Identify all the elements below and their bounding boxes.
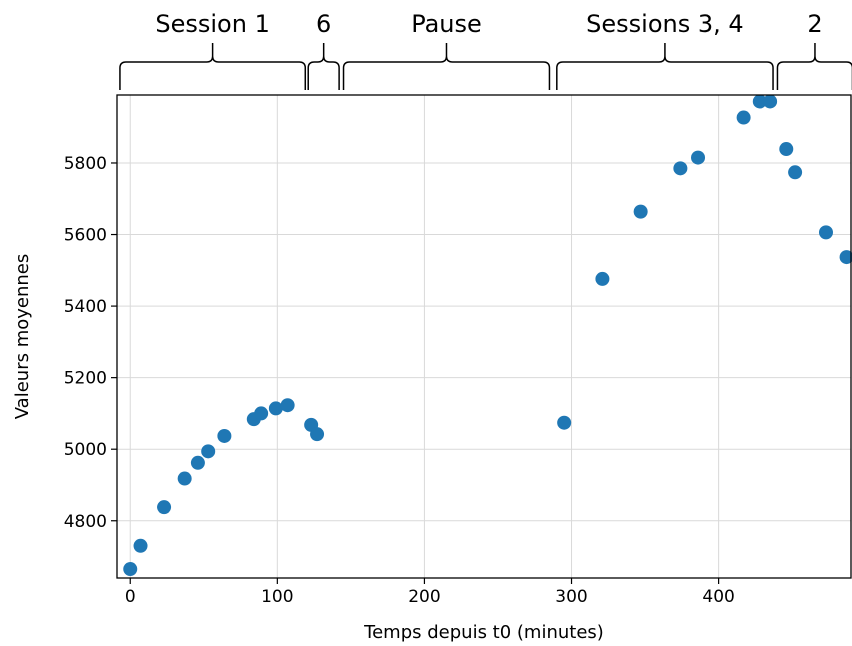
data-points: [123, 94, 852, 577]
data-point: [818, 225, 833, 240]
data-point: [779, 142, 794, 157]
y-tick-label: 5600: [64, 226, 107, 246]
x-tick-label: 200: [408, 587, 440, 607]
y-tick-label: 5800: [64, 154, 107, 174]
session-bracket-label: Pause: [411, 10, 482, 38]
data-point: [673, 161, 688, 176]
data-point: [133, 538, 148, 553]
data-point: [839, 250, 852, 265]
x-axis-label: Temps depuis t0 (minutes): [363, 622, 604, 643]
data-point: [788, 165, 803, 180]
axis-ticks: 0 100 200 300 400 4800 5000 5200 5400 5600 5800: [64, 154, 735, 607]
session-bracket-label: Sessions 3, 4: [586, 10, 744, 38]
data-point: [201, 444, 216, 459]
session-bracket: [119, 43, 307, 90]
data-point: [763, 94, 778, 109]
data-point: [280, 398, 295, 413]
data-point: [217, 428, 232, 443]
data-point: [123, 562, 138, 577]
y-axis-label: Valeurs moyennes: [12, 254, 33, 419]
x-tick-label: 300: [555, 587, 587, 607]
data-point: [736, 110, 751, 125]
session-bracket-label: 2: [807, 10, 822, 38]
plot-frame: [116, 94, 852, 579]
data-point: [268, 401, 283, 416]
session-brackets: Session 1 6 Pause Sessions 3, 4 2: [119, 10, 852, 90]
data-point: [254, 406, 269, 421]
y-tick-label: 5400: [64, 297, 107, 317]
session-bracket: [556, 43, 774, 90]
session-bracket-label: 6: [316, 10, 331, 38]
data-point: [633, 204, 648, 219]
data-point: [691, 150, 706, 165]
x-tick-label: 400: [702, 587, 734, 607]
x-tick-label: 0: [125, 587, 136, 607]
data-point: [595, 271, 610, 286]
grid-layer: [117, 95, 851, 578]
y-tick-label: 5000: [64, 440, 107, 460]
session-bracket-label: Session 1: [155, 10, 269, 38]
data-point: [177, 471, 192, 486]
data-point: [190, 455, 205, 470]
data-point: [310, 427, 325, 442]
session-bracket: [307, 43, 340, 90]
x-tick-label: 100: [261, 587, 293, 607]
data-point: [157, 500, 172, 515]
data-point: [752, 94, 767, 109]
data-point: [557, 415, 572, 430]
axes: [116, 94, 852, 579]
y-tick-label: 4800: [64, 512, 107, 532]
session-bracket: [342, 43, 551, 90]
y-tick-label: 5200: [64, 369, 107, 389]
session-bracket: [776, 43, 852, 90]
